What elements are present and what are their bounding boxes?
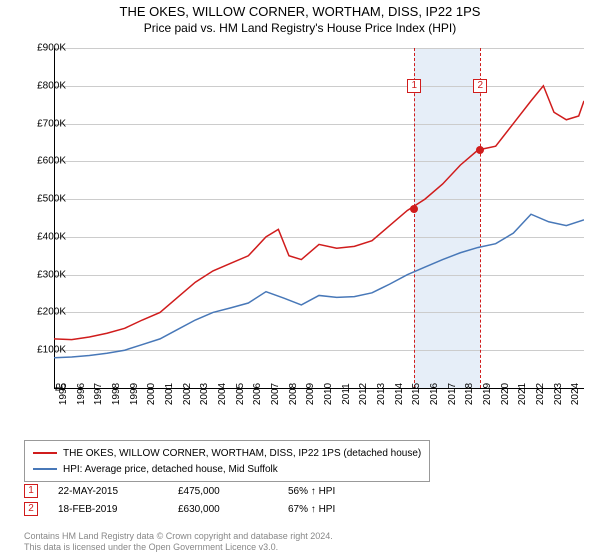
- x-tick-label: 2024: [570, 383, 581, 405]
- legend-item: THE OKES, WILLOW CORNER, WORTHAM, DISS, …: [33, 445, 421, 461]
- x-tick-label: 2002: [182, 383, 193, 405]
- x-tick-label: 2013: [376, 383, 387, 405]
- chart-title: THE OKES, WILLOW CORNER, WORTHAM, DISS, …: [0, 4, 600, 19]
- x-tick-label: 2003: [199, 383, 210, 405]
- sale-hpi: 56% ↑ HPI: [288, 486, 378, 497]
- y-tick-label: £100K: [20, 345, 66, 356]
- legend-item: HPI: Average price, detached house, Mid …: [33, 461, 421, 477]
- y-tick-label: £800K: [20, 80, 66, 91]
- x-tick-label: 1995: [58, 383, 69, 405]
- x-tick-label: 2005: [235, 383, 246, 405]
- y-tick-label: £700K: [20, 118, 66, 129]
- x-tick-label: 2012: [358, 383, 369, 405]
- series-hpi: [54, 214, 584, 358]
- x-tick-label: 2018: [464, 383, 475, 405]
- sale-row: 2 18-FEB-2019 £630,000 67% ↑ HPI: [24, 500, 378, 518]
- x-tick-label: 2017: [447, 383, 458, 405]
- chart-lines: [54, 48, 584, 388]
- sale-hpi: 67% ↑ HPI: [288, 504, 378, 515]
- sale-row: 1 22-MAY-2015 £475,000 56% ↑ HPI: [24, 482, 378, 500]
- y-tick-label: £600K: [20, 156, 66, 167]
- x-tick-label: 2009: [305, 383, 316, 405]
- y-tick-label: £200K: [20, 307, 66, 318]
- sale-date: 22-MAY-2015: [58, 486, 158, 497]
- series-subject: [54, 86, 584, 340]
- chart-legend: THE OKES, WILLOW CORNER, WORTHAM, DISS, …: [24, 440, 430, 482]
- y-tick-label: £300K: [20, 269, 66, 280]
- x-tick-label: 2019: [482, 383, 493, 405]
- x-tick-label: 2020: [500, 383, 511, 405]
- legend-swatch: [33, 452, 57, 454]
- legend-label: HPI: Average price, detached house, Mid …: [63, 464, 278, 475]
- x-tick-label: 2001: [164, 383, 175, 405]
- x-tick-label: 2007: [270, 383, 281, 405]
- x-tick-label: 1997: [93, 383, 104, 405]
- x-tick-label: 2023: [553, 383, 564, 405]
- x-tick-label: 2000: [146, 383, 157, 405]
- sale-price: £630,000: [178, 504, 268, 515]
- legend-label: THE OKES, WILLOW CORNER, WORTHAM, DISS, …: [63, 448, 421, 459]
- x-tick-label: 2010: [323, 383, 334, 405]
- sale-row-marker: 2: [24, 502, 38, 516]
- legend-swatch: [33, 468, 57, 470]
- x-tick-label: 2022: [535, 383, 546, 405]
- x-tick-label: 2021: [517, 383, 528, 405]
- footer-line1: Contains HM Land Registry data © Crown c…: [24, 531, 333, 543]
- x-tick-label: 1998: [111, 383, 122, 405]
- x-tick-label: 2011: [341, 383, 352, 405]
- footer-attribution: Contains HM Land Registry data © Crown c…: [24, 531, 333, 554]
- x-tick-label: 2016: [429, 383, 440, 405]
- y-tick-label: £500K: [20, 194, 66, 205]
- x-tick-label: 2014: [394, 383, 405, 405]
- footer-line2: This data is licensed under the Open Gov…: [24, 542, 333, 554]
- chart-subtitle: Price paid vs. HM Land Registry's House …: [0, 21, 600, 35]
- sales-table: 1 22-MAY-2015 £475,000 56% ↑ HPI 2 18-FEB-201…: [24, 482, 378, 518]
- x-tick-label: 2008: [288, 383, 299, 405]
- sale-row-marker: 1: [24, 484, 38, 498]
- sale-date: 18-FEB-2019: [58, 504, 158, 515]
- x-tick-label: 2006: [252, 383, 263, 405]
- x-tick-label: 1999: [129, 383, 140, 405]
- x-tick-label: 2015: [411, 383, 422, 405]
- x-tick-label: 2004: [217, 383, 228, 405]
- y-tick-label: £900K: [20, 43, 66, 54]
- sale-price: £475,000: [178, 486, 268, 497]
- chart-plot-area: 12: [54, 48, 584, 388]
- x-tick-label: 1996: [76, 383, 87, 405]
- y-tick-label: £400K: [20, 231, 66, 242]
